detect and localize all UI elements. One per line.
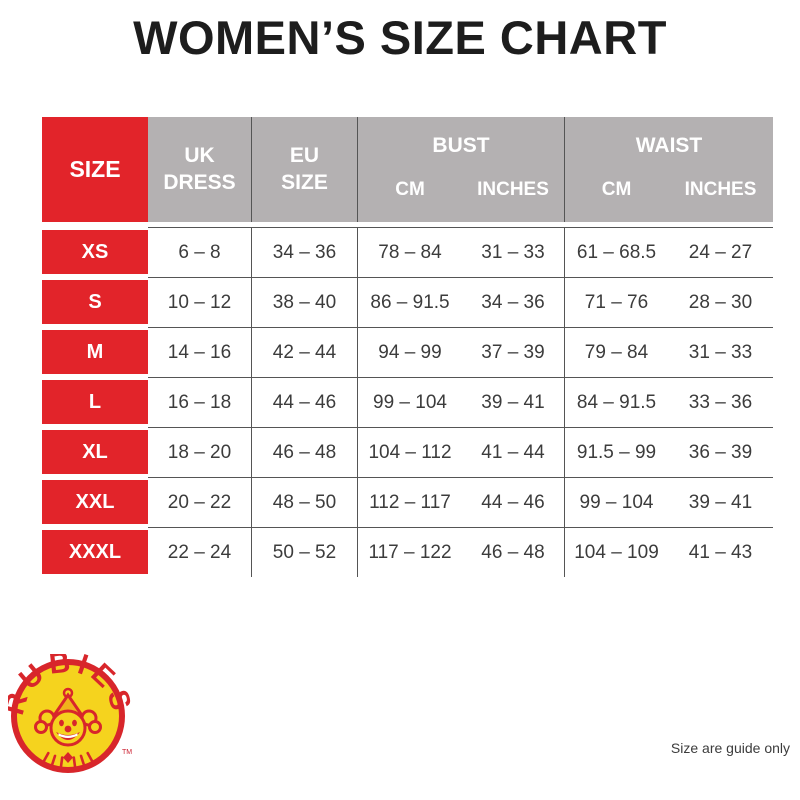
cell-waist-cm: 79 – 84 [584, 341, 649, 363]
cell-waist-inches: 33 – 36 [688, 391, 753, 413]
cell-uk-dress: 18 – 20 [148, 428, 252, 477]
header-uk-line2: DRESS [163, 170, 236, 194]
cell-eu-size: 46 – 48 [252, 428, 358, 477]
header-uk-dress: UK DRESS [148, 117, 252, 222]
size-label: XL [42, 430, 148, 474]
cell-uk-dress: 10 – 12 [148, 278, 252, 327]
size-label: M [42, 330, 148, 374]
header-bust-cm: CM [395, 178, 425, 200]
cell-waist-cm: 104 – 109 [574, 541, 659, 563]
cell-waist-inches: 28 – 30 [688, 291, 753, 313]
cell-waist-inches: 39 – 41 [688, 491, 753, 513]
header-bust-group: BUST CM INCHES [358, 117, 565, 222]
table-row-l: L 16 – 18 44 – 46 99 – 104 39 – 41 84 – … [42, 377, 773, 427]
cell-waist-cm: 71 – 76 [584, 291, 649, 313]
cell-uk-dress: 14 – 16 [148, 328, 252, 377]
cell-waist-inches: 31 – 33 [688, 341, 753, 363]
header-eu-size: EU SIZE [252, 117, 358, 222]
cell-eu-size: 38 – 40 [252, 278, 358, 327]
cell-bust-cm: 117 – 122 [368, 541, 452, 563]
size-label: XXL [42, 480, 148, 524]
cell-eu-size: 50 – 52 [252, 528, 358, 577]
cell-eu-size: 44 – 46 [252, 378, 358, 427]
cell-bust-inches: 37 – 39 [462, 328, 565, 377]
header-waist-subrow: CM INCHES [565, 167, 773, 212]
cell-bust-inches: 39 – 41 [462, 378, 565, 427]
header-waist-label: WAIST [635, 134, 703, 157]
cell-uk-dress: 22 – 24 [148, 528, 252, 577]
table-row-xxl: XXL 20 – 22 48 – 50 112 – 117 44 – 46 99… [42, 477, 773, 527]
cell-eu-size: 48 – 50 [252, 478, 358, 527]
cell-eu-size: 42 – 44 [252, 328, 358, 377]
cell-bust-inches: 44 – 46 [462, 478, 565, 527]
cell-uk-dress: 6 – 8 [148, 228, 252, 277]
cell-bust-cm: 94 – 99 [378, 341, 442, 363]
size-label: S [42, 280, 148, 324]
cell-waist-cm: 91.5 – 99 [576, 441, 657, 463]
cell-bust-inches: 41 – 44 [462, 428, 565, 477]
header-waist-cm: CM [601, 178, 632, 200]
cell-bust-cm: 112 – 117 [369, 491, 451, 513]
header-waist-group: WAIST CM INCHES [565, 117, 773, 222]
table-body: XS 6 – 8 34 – 36 78 – 84 31 – 33 61 – 68… [42, 227, 773, 577]
size-label: XXXL [42, 530, 148, 574]
size-label: L [42, 380, 148, 424]
cell-bust-inches: 46 – 48 [462, 528, 565, 577]
cell-eu-size: 34 – 36 [252, 228, 358, 277]
header-size: SIZE [42, 117, 148, 222]
cell-bust-cm: 78 – 84 [378, 241, 442, 263]
table-row-s: S 10 – 12 38 – 40 86 – 91.5 34 – 36 71 –… [42, 277, 773, 327]
cell-waist-inches: 36 – 39 [688, 441, 753, 463]
cell-waist-inches: 41 – 43 [688, 541, 753, 563]
header-bust-inches: INCHES [477, 178, 549, 200]
cell-bust-cm: 86 – 91.5 [370, 291, 450, 313]
table-header: SIZE UK DRESS EU SIZE BUST CM INCHES WAI… [42, 117, 773, 222]
header-bust-subrow: CM INCHES [358, 167, 564, 212]
table-row-xxxl: XXXL 22 – 24 50 – 52 117 – 122 46 – 48 1… [42, 527, 773, 577]
size-guide-note: Size are guide only [670, 740, 790, 756]
header-bust-label: BUST [432, 134, 490, 157]
size-label: XS [42, 230, 148, 274]
header-waist-inches: INCHES [684, 178, 757, 200]
table-row-xl: XL 18 – 20 46 – 48 104 – 112 41 – 44 91.… [42, 427, 773, 477]
cell-waist-cm: 84 – 91.5 [576, 391, 657, 413]
table-row-m: M 14 – 16 42 – 44 94 – 99 37 – 39 79 – 8… [42, 327, 773, 377]
header-eu-line1: EU [289, 144, 320, 168]
cell-waist-cm: 61 – 68.5 [576, 241, 657, 263]
cell-bust-inches: 34 – 36 [462, 278, 565, 327]
table-row-xs: XS 6 – 8 34 – 36 78 – 84 31 – 33 61 – 68… [42, 227, 773, 277]
cell-uk-dress: 20 – 22 [148, 478, 252, 527]
header-eu-line2: SIZE [281, 170, 328, 194]
trademark-symbol: TM [122, 749, 132, 756]
size-table: SIZE UK DRESS EU SIZE BUST CM INCHES WAI… [42, 117, 773, 577]
cell-bust-cm: 104 – 112 [368, 441, 452, 463]
cell-waist-cm: 99 – 104 [579, 491, 654, 513]
rubies-logo-graphic: RUBIES [0, 646, 133, 773]
cell-waist-inches: 24 – 27 [688, 241, 753, 263]
rubies-logo: RUBIES [0, 646, 133, 784]
cell-bust-inches: 31 – 33 [462, 228, 565, 277]
page-title: WOMEN’S SIZE CHART [133, 11, 667, 64]
header-uk-line1: UK [184, 144, 215, 168]
cell-uk-dress: 16 – 18 [148, 378, 252, 427]
cell-bust-cm: 99 – 104 [373, 391, 447, 413]
